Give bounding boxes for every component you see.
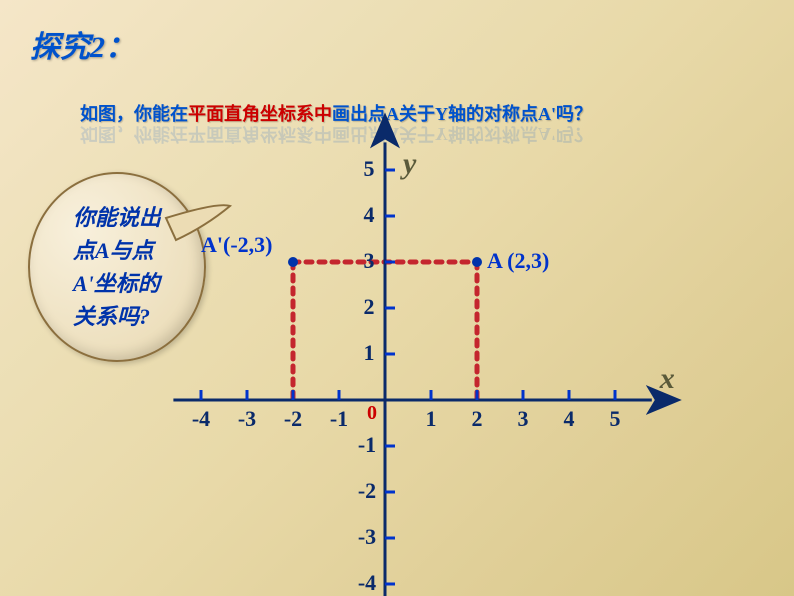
x-tick-label: -1 bbox=[327, 406, 351, 432]
y-tick-label: -3 bbox=[353, 524, 381, 550]
y-tick-label: -1 bbox=[353, 432, 381, 458]
x-axis-label: x bbox=[660, 362, 675, 396]
x-tick-label: 4 bbox=[557, 406, 581, 432]
x-tick-label: 5 bbox=[603, 406, 627, 432]
coordinate-chart bbox=[0, 0, 794, 596]
x-tick-label: 3 bbox=[511, 406, 535, 432]
point-a-prime-label: A'(-2,3) bbox=[201, 232, 272, 258]
x-tick-label: -3 bbox=[235, 406, 259, 432]
origin-label: 0 bbox=[367, 402, 377, 425]
x-tick-label: 2 bbox=[465, 406, 489, 432]
y-axis-label: y bbox=[403, 147, 416, 181]
y-tick-label: 2 bbox=[359, 294, 379, 320]
x-tick-label: -4 bbox=[189, 406, 213, 432]
y-tick-label: -2 bbox=[353, 478, 381, 504]
y-tick-label: 5 bbox=[359, 156, 379, 182]
x-tick-label: -2 bbox=[281, 406, 305, 432]
x-tick-label: 1 bbox=[419, 406, 443, 432]
y-tick-label: 3 bbox=[359, 248, 379, 274]
y-tick-label: 4 bbox=[359, 202, 379, 228]
point-a-label: A (2,3) bbox=[487, 248, 549, 274]
y-tick-label: 1 bbox=[359, 340, 379, 366]
y-tick-label: -4 bbox=[353, 570, 381, 596]
